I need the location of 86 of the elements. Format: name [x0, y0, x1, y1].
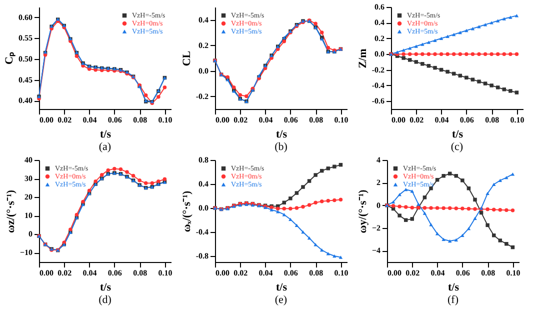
x-axis-title: t/s — [100, 128, 112, 140]
y-tick-label: 40 — [24, 156, 32, 164]
text: (b) — [274, 141, 288, 153]
x-tick-label: 0.10 — [506, 268, 520, 278]
y-tick-label: 0.50 — [18, 54, 32, 64]
text: (e) — [274, 294, 288, 306]
text: (a) — [98, 141, 112, 153]
y-axis-title: Cₚ — [4, 52, 16, 64]
x-tick-label: 0.00 — [40, 116, 54, 124]
y-axis-title: Z/m — [356, 48, 369, 68]
y-axis-title: ωₓ/(°·s⁻¹) — [180, 190, 193, 232]
x-tick-label: 0.00 — [40, 268, 54, 278]
x-tick-label: 0.10 — [334, 116, 348, 124]
x-tick-label: 0.08 — [481, 268, 496, 278]
y-tick-label: 0.4 — [374, 18, 384, 28]
y-tick-label: 0.4 — [198, 15, 208, 24]
y-tick-label: 10 — [24, 211, 32, 220]
x-axis-title: t/s — [448, 282, 460, 294]
x-tick-label: 0.06 — [456, 268, 470, 278]
x-tick-label: 0.06 — [108, 116, 122, 124]
y-tick-label: 0.2 — [198, 40, 208, 50]
y-tick-label: 0.0 — [374, 50, 384, 59]
x-tick-label: 0.10 — [158, 268, 172, 278]
x-tick-label: 0.02 — [410, 116, 424, 124]
y-tick-label: 0 — [376, 200, 380, 210]
x-tick-label: 0.02 — [234, 116, 248, 124]
x-tick-label: 0.06 — [284, 116, 298, 124]
y-tick-label: -0.2 — [372, 65, 384, 74]
x-tick-label: 0.02 — [58, 268, 72, 278]
y-tick-label: -0.4 — [372, 80, 384, 90]
y-tick-label: 0.4 — [198, 180, 208, 188]
x-axis-title: t/s — [452, 128, 464, 140]
y-tick-label: 0.8 — [198, 156, 208, 164]
text: (d) — [98, 294, 112, 306]
text: (c) — [450, 141, 464, 153]
y-tick-label: 4 — [376, 156, 380, 164]
y-tick-label: −10 — [20, 248, 32, 258]
y-tick-label: 0.0 — [198, 204, 208, 212]
y-axis-title: ωz/(°·s⁻¹) — [4, 190, 17, 233]
x-tick-label: 0.00 — [216, 268, 230, 278]
x-tick-label: 0.08 — [309, 268, 324, 278]
x-tick-label: 0.02 — [234, 268, 248, 278]
y-tick-label: 0.55 — [18, 34, 32, 43]
y-tick-label: 30 — [24, 174, 32, 184]
y-tick-label: 0.40 — [18, 96, 32, 106]
x-tick-label: 0.00 — [388, 268, 402, 278]
y-tick-label: 0.60 — [18, 12, 32, 22]
x-tick-label: 0.04 — [82, 268, 97, 278]
y-tick-label: 0.2 — [374, 34, 384, 43]
y-tick-label: 0.45 — [18, 75, 32, 84]
y-tick-label: 20 — [24, 192, 32, 202]
y-tick-label: -0.6 — [372, 96, 384, 106]
y-tick-label: -0.2 — [196, 92, 208, 101]
x-tick-label: 0.04 — [258, 268, 273, 278]
y-tick-label: 0 — [28, 230, 32, 239]
y-axis-title: ωy/(°·s⁻¹) — [356, 189, 369, 234]
x-tick-label: 0.08 — [133, 268, 148, 278]
x-tick-label: 0.06 — [108, 268, 122, 278]
y-tick-label: 2 — [376, 178, 380, 188]
y-tick-label: -0.4 — [196, 228, 208, 236]
x-tick-label: 0.06 — [284, 268, 298, 278]
x-tick-label: 0.10 — [510, 116, 524, 124]
x-axis-title: t/s — [100, 282, 112, 294]
x-tick-label: 0.04 — [258, 116, 273, 124]
x-tick-label: 0.04 — [82, 116, 97, 124]
y-tick-label: −2 — [372, 224, 380, 232]
x-tick-label: 0.08 — [133, 116, 148, 124]
y-tick-label: −4 — [372, 246, 380, 256]
x-tick-label: 0.00 — [216, 116, 230, 124]
x-tick-label: 0.04 — [430, 268, 445, 278]
x-tick-label: 0.06 — [460, 116, 474, 124]
x-tick-label: 0.10 — [158, 116, 172, 124]
text: (f) — [448, 294, 459, 306]
y-axis-title: CL — [180, 50, 193, 66]
x-tick-label: 0.08 — [309, 116, 324, 124]
x-tick-label: 0.04 — [434, 116, 449, 124]
x-tick-label: 0.10 — [334, 268, 348, 278]
y-tick-label: 0.0 — [198, 66, 208, 76]
y-tick-label: -0.8 — [196, 252, 208, 260]
y-tick-label: 0.6 — [374, 2, 384, 12]
x-axis-title: t/s — [276, 282, 288, 294]
x-tick-label: 0.00 — [392, 116, 406, 124]
x-tick-label: 0.02 — [58, 116, 72, 124]
x-axis-title: t/s — [276, 128, 288, 140]
x-tick-label: 0.02 — [406, 268, 420, 278]
x-tick-label: 0.08 — [485, 116, 500, 124]
